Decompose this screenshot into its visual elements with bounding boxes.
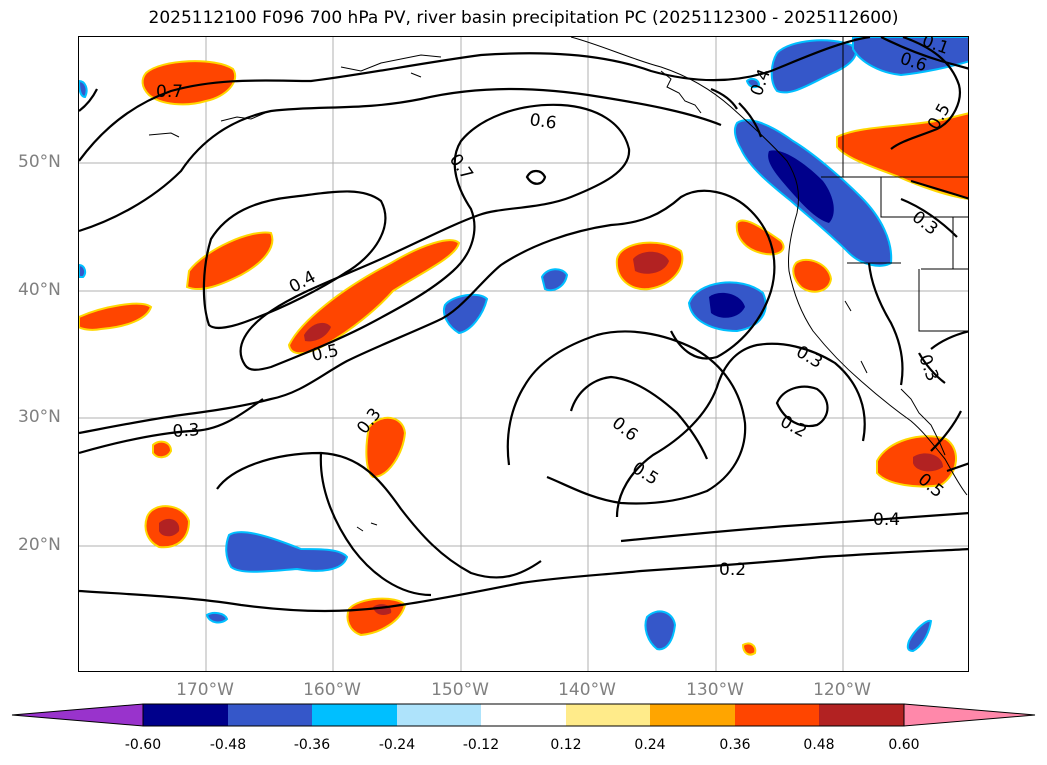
contour-label: 0.2 (777, 412, 810, 442)
colorbar-tick: -0.60 (124, 737, 162, 753)
precip-blob (768, 150, 834, 223)
precip-blob (205, 611, 229, 624)
pv-contours (79, 37, 968, 613)
precip-blob (225, 531, 349, 573)
precip-blob (906, 619, 933, 653)
precip-blob (346, 597, 407, 637)
precip-blob (159, 518, 180, 537)
precip-blob (79, 263, 87, 278)
colorbar-outline (142, 703, 905, 727)
precip-blob (443, 293, 489, 335)
contour-label: 0.3 (914, 352, 942, 384)
precip-blob (540, 268, 569, 292)
map-title: 2025112100 F096 700 hPa PV, river basin … (148, 8, 899, 28)
gridlines (79, 37, 968, 671)
contour-label: 0.4 (873, 510, 900, 530)
colorbar-tick: 0.60 (888, 737, 920, 753)
colorbar-tick: -0.48 (209, 737, 247, 753)
lon-label-130w: 130°W (686, 680, 744, 700)
colorbar-tick: -0.36 (293, 737, 331, 753)
colorbar-swatch (566, 704, 650, 726)
precip-blob (152, 440, 173, 459)
lon-label-170w: 170°W (176, 680, 234, 700)
lat-label-30n: 30°N (18, 407, 61, 427)
colorbar (11, 703, 1036, 727)
colorbar-swatch (819, 704, 904, 726)
colorbar-tick: 0.36 (719, 737, 751, 753)
precip-blob (304, 322, 331, 342)
precip-blob (745, 77, 761, 89)
lon-label-140w: 140°W (558, 680, 616, 700)
colorbar-swatches (11, 703, 1036, 727)
contour-label: 0.3 (908, 207, 942, 239)
contour-label: 0.5 (310, 341, 341, 366)
colorbar-tick: 0.24 (634, 737, 666, 753)
colorbar-tick: -0.24 (378, 737, 416, 753)
precip-blob (185, 231, 274, 291)
colorbar-extend-high (903, 703, 1036, 727)
precip-blob (79, 79, 88, 99)
precip-blob (836, 112, 968, 200)
contour-label: 0.7 (156, 82, 183, 102)
precip-blob (644, 610, 677, 651)
lat-label-20n: 20°N (18, 535, 61, 555)
precip-blob (770, 39, 857, 94)
colorbar-extend-low (11, 703, 144, 727)
lat-label-40n: 40°N (18, 280, 61, 300)
contour-label: 0.3 (172, 420, 200, 442)
colorbar-swatch (312, 704, 397, 726)
precip-blob (852, 37, 968, 77)
precip-blob (913, 453, 943, 472)
map-canvas: 0.7 0.6 0.7 0.4 0.5 0.3 0.3 0.6 0.5 0.3 … (79, 37, 968, 671)
map-panel: 0.7 0.6 0.7 0.4 0.5 0.3 0.3 0.6 0.5 0.3 … (78, 36, 969, 672)
lat-label-50n: 50°N (18, 152, 61, 172)
precip-blob (365, 417, 407, 479)
colorbar-swatch (228, 704, 312, 726)
colorbar-swatch (143, 704, 228, 726)
colorbar-tick: 0.12 (550, 737, 582, 753)
colorbar-tick: 0.48 (803, 737, 835, 753)
lon-label-160w: 160°W (303, 680, 361, 700)
precip-positive-regions (79, 60, 968, 656)
colorbar-swatch (481, 704, 566, 726)
precip-blob (741, 642, 757, 656)
precip-blob (633, 251, 669, 274)
contour-label: 0.7 (445, 150, 477, 184)
contour-label: 0.4 (286, 267, 319, 297)
lon-label-120w: 120°W (813, 680, 871, 700)
colorbar-tick: -0.12 (462, 737, 500, 753)
contour-label: 0.2 (719, 560, 746, 580)
precip-negative-regions (79, 37, 968, 653)
colorbar-swatch (650, 704, 735, 726)
coastlines (148, 37, 968, 532)
precip-blob (79, 302, 153, 331)
precip-blob (709, 292, 745, 318)
contour-label: 0.5 (628, 458, 662, 489)
contour-label: 0.6 (528, 110, 558, 134)
lon-label-150w: 150°W (431, 680, 489, 700)
colorbar-swatch (397, 704, 481, 726)
precip-blob (735, 219, 785, 256)
precip-blob (792, 258, 833, 293)
colorbar-swatch (735, 704, 819, 726)
